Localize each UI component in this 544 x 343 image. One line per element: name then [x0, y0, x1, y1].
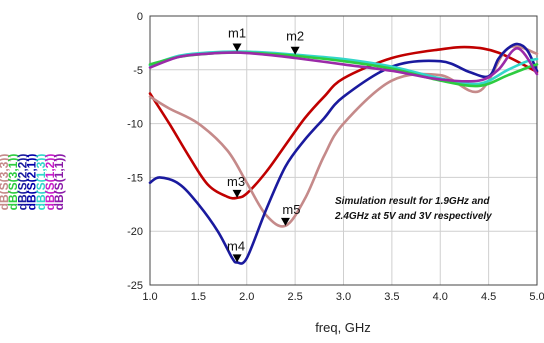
x-tick-label: 4.5 — [481, 291, 496, 303]
x-tick-label: 5.0 — [529, 291, 544, 303]
series-line-6 — [148, 47, 539, 83]
marker-m4-label: m4 — [227, 238, 245, 253]
y-tick-label: 0 — [137, 11, 143, 23]
series-layer — [148, 42, 539, 265]
y-tick-label: -5 — [133, 65, 143, 77]
marker-m5-triangle — [280, 217, 290, 226]
y-tick-labels: 0 -5 -10 -15 -20 -25 — [127, 11, 143, 292]
annotation-line-2: 2.4GHz at 5V and 3V respectively — [334, 211, 492, 222]
series-line-2 — [148, 45, 539, 228]
marker-m3-triangle — [232, 189, 242, 198]
legend-entry: dB(S(1,3)) — [34, 154, 48, 211]
marker-m1-label: m1 — [228, 26, 246, 41]
x-tick-label: 3.0 — [336, 291, 351, 303]
series-line-3 — [148, 42, 539, 265]
marker-layer: m1 m2 m3 m4 m5 — [227, 26, 304, 263]
annotation-line-1: Simulation result for 1.9GHz and — [335, 196, 490, 207]
marker-m2-triangle — [290, 46, 300, 55]
y-tick-label: -15 — [127, 172, 143, 184]
legend-entry: dB(S(1,2)) — [43, 154, 57, 211]
plot-area — [149, 15, 538, 286]
legend: dB(S(3,3))dB(S(3,1))dB(S(2,2))dB(S(2,1))… — [0, 154, 66, 211]
x-tick-label: 1.5 — [191, 291, 206, 303]
marker-m5-label: m5 — [282, 202, 300, 217]
x-tick-label: 1.0 — [142, 291, 157, 303]
x-tick-label: 3.5 — [384, 291, 399, 303]
grid-lines — [149, 15, 538, 286]
marker-m4-triangle — [232, 254, 242, 263]
marker-m2-label: m2 — [286, 29, 304, 44]
marker-m3-label: m3 — [227, 174, 245, 189]
marker-m1-triangle — [232, 43, 242, 52]
y-tick-label: -25 — [127, 280, 143, 292]
legend-entry: dB(S(1,1)) — [52, 154, 66, 211]
y-tick-label: -10 — [127, 119, 143, 131]
legend-entry: dB(S(3,1)) — [6, 154, 20, 211]
x-tick-label: 2.0 — [239, 291, 254, 303]
x-axis-title: freq, GHz — [315, 320, 371, 335]
x-tick-labels: 1.0 1.5 2.0 2.5 3.0 3.5 4.0 4.5 5.0 — [142, 291, 544, 303]
series-line-1 — [148, 45, 539, 200]
y-tick-label: -20 — [127, 226, 143, 238]
x-tick-label: 4.0 — [433, 291, 448, 303]
legend-entry: dB(S(2,2)) — [15, 154, 29, 211]
legend-entry: dB(S(3,3)) — [0, 154, 11, 211]
legend-entry: dB(S(2,1)) — [25, 154, 39, 211]
x-tick-label: 2.5 — [287, 291, 302, 303]
